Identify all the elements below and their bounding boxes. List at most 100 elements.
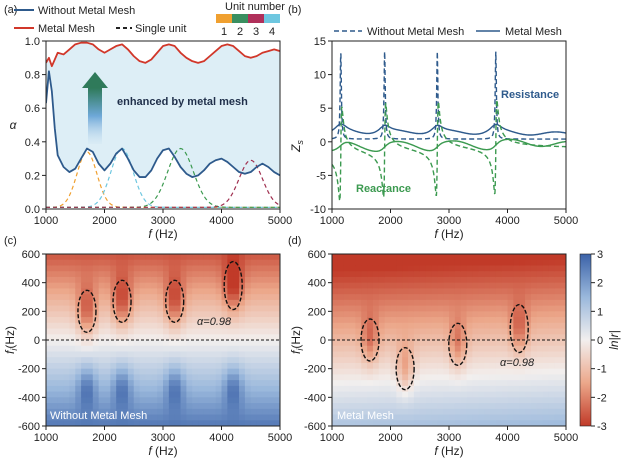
panel-c-cell [250, 368, 258, 375]
panel-d-cell [495, 340, 503, 347]
panel-c-cell [127, 334, 135, 341]
panel-c-cell [198, 403, 205, 410]
panel-d-cell [413, 408, 421, 416]
panel-d-cell [472, 317, 479, 324]
panel-c-cell [209, 414, 217, 421]
panel-c-cell [104, 276, 111, 284]
panel-d-ytick-label: 600 [308, 249, 326, 261]
panel-c-cell [186, 397, 193, 404]
panel-c-cell [46, 420, 53, 426]
panel-d-cell [372, 254, 380, 261]
panel-d-cell [343, 374, 351, 381]
panel-d-cell [548, 374, 555, 381]
panel-d-cell [413, 259, 421, 267]
panel-c-cell [98, 334, 106, 341]
panel-d-cell [454, 357, 462, 364]
panel-d-cell [349, 374, 356, 381]
panel-d-cell [332, 397, 339, 404]
panel-d-cell [507, 340, 514, 347]
panel-c-cell [139, 328, 147, 335]
panel-c-cell [203, 334, 211, 341]
panel-c-cell [69, 374, 76, 381]
panel-c-cell [157, 294, 164, 301]
panel-c-cell [203, 328, 211, 335]
panel-c-cell [116, 317, 123, 324]
panel-c-cell [110, 414, 117, 421]
panel-d-cell [478, 299, 485, 307]
panel-d-cell [489, 408, 497, 416]
panel-c-cell [151, 374, 158, 381]
panel-d-cell [519, 276, 526, 284]
panel-d-cell [361, 403, 368, 410]
panel-d-cell [419, 397, 427, 404]
panel-c-cell [63, 397, 70, 404]
panel-c-cell [86, 276, 94, 284]
panel-c-cell [233, 328, 240, 335]
panel-c-cell [63, 276, 70, 284]
panel-d-cell [413, 391, 421, 398]
panel-c-cell [268, 288, 275, 295]
panel-c-xtick-label: 2000 [92, 432, 116, 444]
panel-c-cell [209, 380, 217, 387]
panel-d-cell [449, 276, 456, 284]
panel-c-cell [186, 345, 193, 353]
panel-d-cell [378, 305, 386, 312]
panel-c-cell [198, 276, 205, 284]
panel-d-cell [337, 328, 345, 335]
panel-c-cell [163, 299, 170, 307]
panel-c-cell [233, 408, 240, 416]
panel-d-cell [390, 265, 397, 272]
panel-c-cell [69, 334, 76, 341]
panel-d-cell [332, 271, 339, 278]
panel-c-cell [163, 265, 170, 272]
panel-c-cell [81, 254, 88, 261]
panel-c-cell [192, 385, 199, 393]
panel-d-cell [419, 420, 427, 426]
panel-d-cell [413, 380, 421, 387]
panel-c-cell [186, 340, 193, 347]
panel-d-cell [378, 317, 386, 324]
panel-c-cell [244, 397, 252, 404]
panel-c-cell [203, 322, 211, 330]
panel-c-cell [168, 311, 176, 318]
panel-d-cell [542, 397, 550, 404]
panel-c-cell [110, 340, 117, 347]
panel-d-cell [554, 322, 561, 330]
panel-c-cell [139, 351, 147, 358]
panel-d-cell [513, 282, 520, 289]
panel-c-cell [98, 362, 106, 370]
panel-c-cell [81, 282, 88, 289]
panel-c-xlabel-unit: (Hz) [155, 444, 178, 458]
panel-d-cell [478, 380, 485, 387]
panel-d-cell [378, 282, 386, 289]
panel-c-cell [227, 254, 234, 261]
panel-d-cell [337, 362, 345, 370]
panel-d-cell [402, 368, 409, 375]
panel-d-cell [507, 282, 514, 289]
panel-c-cell [57, 414, 65, 421]
panel-d-cell [402, 351, 409, 358]
panel-d-cell [367, 368, 374, 375]
panel-d-cell [554, 362, 561, 370]
panel-d-cell [489, 294, 497, 301]
panel-d-cell [449, 282, 456, 289]
panel-c-cell [227, 282, 234, 289]
panel-d-cell [525, 408, 532, 416]
panel-d-cell [343, 282, 351, 289]
panel-d-cell [495, 254, 503, 261]
panel-d-cell [449, 408, 456, 416]
panel-d-cell [507, 271, 514, 278]
panel-c-cell [163, 271, 170, 278]
panel-c-cell [110, 271, 117, 278]
panel-c-cell [69, 403, 76, 410]
panel-c-cell [81, 368, 88, 375]
panel-d-cell [443, 403, 450, 410]
panel-c-cell [116, 368, 123, 375]
panel-d-cell [378, 340, 386, 347]
panel-c-cell [75, 391, 82, 398]
panel-d-cell [425, 322, 433, 330]
panel-d-cell [355, 368, 362, 375]
panel-c-cell [209, 328, 217, 335]
panel-d-cell [449, 328, 456, 335]
panel-c-cell [57, 420, 65, 426]
